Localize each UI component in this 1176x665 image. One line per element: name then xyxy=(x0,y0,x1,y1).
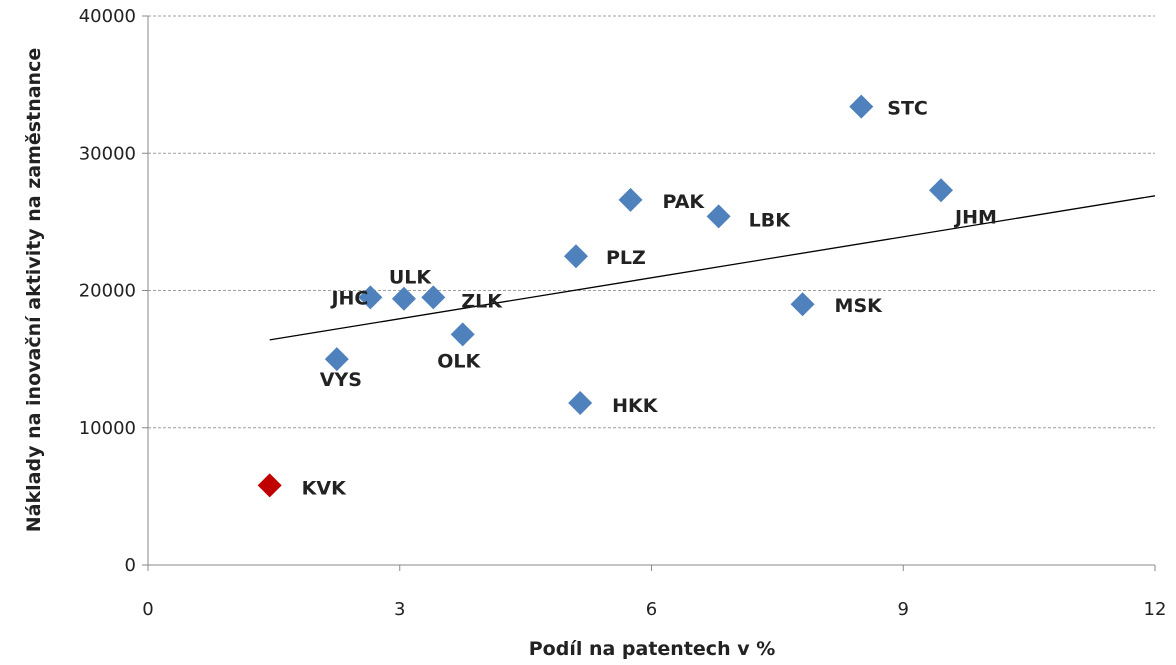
point-label-zlk: ZLK xyxy=(461,290,503,312)
point-label-hkk: HKK xyxy=(612,395,659,417)
point-label-pak: PAK xyxy=(663,191,706,213)
data-point-kvk xyxy=(257,473,282,498)
data-point-lbk xyxy=(706,204,731,229)
grid-lines xyxy=(148,15,1155,429)
point-label-plz: PLZ xyxy=(606,247,646,269)
trendline xyxy=(269,195,1156,341)
data-points xyxy=(257,94,954,498)
data-point-jhm xyxy=(929,178,954,203)
trendline-layer xyxy=(269,195,1156,341)
data-point-ulk xyxy=(391,286,416,311)
point-label-kvk: KVK xyxy=(302,477,347,499)
data-point-hkk xyxy=(568,391,593,416)
point-label-jhc: JHC xyxy=(329,287,368,309)
y-tick-label: 20000 xyxy=(79,281,136,302)
x-axis-title: Podíl na patentech v % xyxy=(529,638,776,660)
data-point-zlk xyxy=(421,285,446,310)
data-point-plz xyxy=(563,244,588,269)
data-point-vys xyxy=(324,347,349,372)
data-point-jhc xyxy=(358,285,383,310)
x-tick-label: 9 xyxy=(898,599,909,620)
x-tick-label: 6 xyxy=(646,599,657,620)
axes xyxy=(142,15,1156,571)
point-labels: STC JHM PAK LBK PLZ MSK JHC ULK ZLK OLK VYS HKK KVK xyxy=(302,98,997,500)
y-tick-label: 40000 xyxy=(79,6,136,27)
point-label-jhm: JHM xyxy=(953,206,997,228)
data-point-pak xyxy=(618,187,643,212)
point-label-msk: MSK xyxy=(835,295,884,317)
data-point-msk xyxy=(790,292,815,317)
y-axis-title: Náklady na inovační aktivity na zaměstna… xyxy=(23,48,45,532)
x-tick-label: 3 xyxy=(394,599,405,620)
data-point-olk xyxy=(450,322,475,347)
point-label-vys: VYS xyxy=(320,369,362,391)
tick-labels: 0 10000 20000 30000 40000 0 3 6 9 12 xyxy=(79,6,1167,620)
x-tick-label: 12 xyxy=(1144,599,1167,620)
point-label-ulk: ULK xyxy=(389,267,433,289)
y-tick-label: 30000 xyxy=(79,143,136,164)
point-label-lbk: LBK xyxy=(749,209,792,231)
y-tick-label: 0 xyxy=(125,555,136,576)
point-label-olk: OLK xyxy=(437,350,481,372)
point-label-stc: STC xyxy=(887,98,928,120)
x-tick-label: 0 xyxy=(142,599,153,620)
y-tick-label: 10000 xyxy=(79,418,136,439)
data-point-stc xyxy=(849,94,874,119)
